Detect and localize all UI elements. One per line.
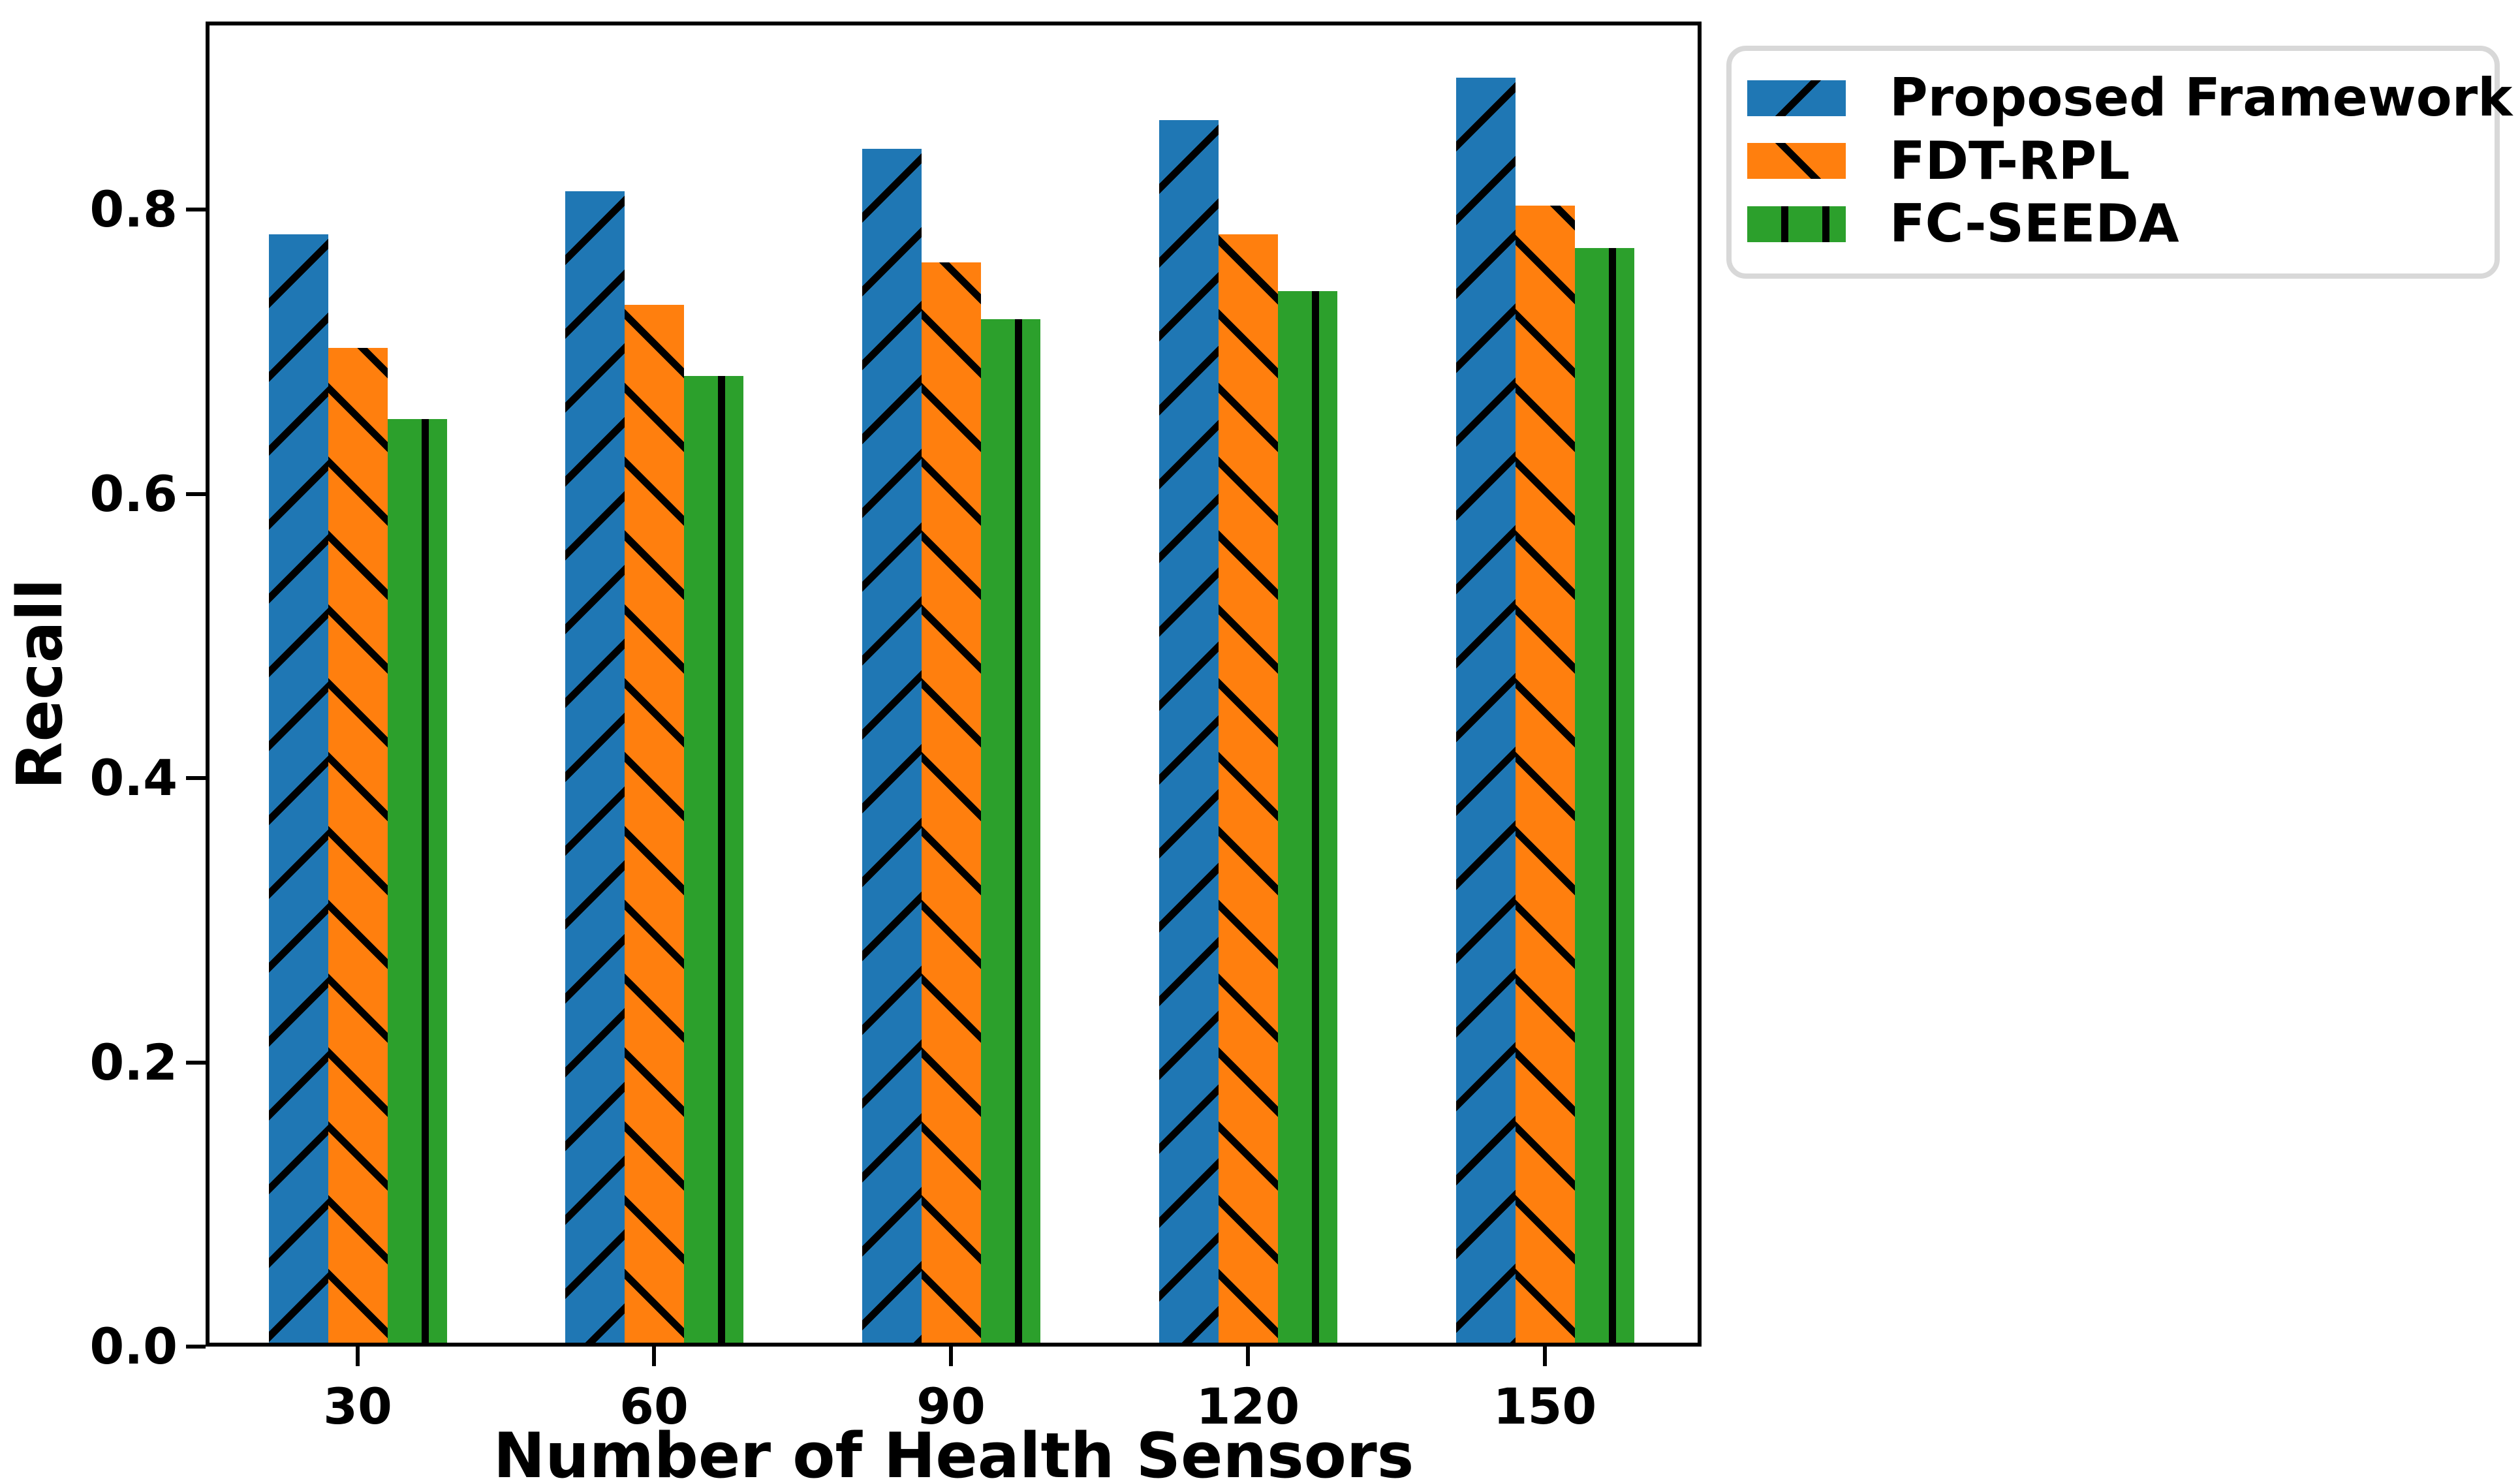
bar-fdt-rpl-x60 — [624, 305, 684, 1343]
legend-item-proposed-framework: Proposed Framework — [1747, 72, 2512, 124]
bar-fc-seeda-x60 — [683, 376, 743, 1343]
y-tick-label: 0.0 — [89, 1317, 178, 1375]
y-tick-mark-0.0 — [186, 1345, 206, 1349]
x-tick-label: 90 — [916, 1377, 986, 1435]
bar-proposed-framework-x60 — [565, 191, 625, 1343]
legend-swatch-icon — [1747, 80, 1846, 116]
x-tick-label: 30 — [323, 1377, 392, 1435]
legend: Proposed Framework FDT-RPL FC-SEEDA — [1726, 46, 2512, 279]
legend-swatch-icon — [1747, 206, 1846, 242]
bar-fc-seeda-x30 — [387, 419, 447, 1343]
legend-item-fdt-rpl: FDT-RPL — [1747, 130, 2479, 191]
legend-item-fc-seeda: FC-SEEDA — [1747, 198, 2479, 250]
y-tick-mark-0.8 — [186, 208, 206, 211]
y-tick-label: 0.4 — [89, 749, 178, 807]
x-tick-mark-150 — [1543, 1347, 1547, 1366]
bar-fdt-rpl-x90 — [921, 262, 981, 1343]
bar-fc-seeda-x90 — [980, 319, 1040, 1343]
plot-area — [206, 22, 1702, 1347]
bar-proposed-framework-x90 — [862, 149, 922, 1343]
legend-label: Proposed Framework — [1890, 67, 2513, 128]
x-tick-label: 60 — [619, 1377, 689, 1435]
bar-proposed-framework-x30 — [268, 234, 328, 1343]
bar-fc-seeda-x150 — [1574, 248, 1634, 1343]
x-tick-mark-120 — [1246, 1347, 1250, 1366]
bar-fdt-rpl-x30 — [328, 348, 388, 1343]
x-tick-label: 150 — [1493, 1377, 1597, 1435]
bar-fc-seeda-x120 — [1277, 291, 1337, 1343]
bar-fdt-rpl-x120 — [1218, 234, 1278, 1343]
legend-label: FDT-RPL — [1890, 130, 2130, 191]
legend-label: FC-SEEDA — [1890, 193, 2179, 254]
bar-proposed-framework-x120 — [1159, 120, 1219, 1343]
x-tick-mark-60 — [652, 1347, 656, 1366]
x-tick-label: 120 — [1196, 1377, 1300, 1435]
x-tick-mark-90 — [949, 1347, 953, 1366]
bar-proposed-framework-x150 — [1455, 78, 1516, 1343]
bar-fdt-rpl-x150 — [1515, 206, 1575, 1343]
y-tick-label: 0.6 — [89, 464, 178, 523]
y-tick-mark-0.6 — [186, 492, 206, 496]
y-tick-mark-0.2 — [186, 1060, 206, 1065]
x-tick-mark-30 — [356, 1347, 360, 1366]
x-axis-label: Number of Health Sensors — [493, 1420, 1414, 1483]
y-tick-label: 0.2 — [89, 1033, 178, 1091]
y-tick-mark-0.4 — [186, 776, 206, 780]
legend-swatch-icon — [1747, 143, 1846, 179]
y-tick-label: 0.8 — [89, 180, 178, 238]
